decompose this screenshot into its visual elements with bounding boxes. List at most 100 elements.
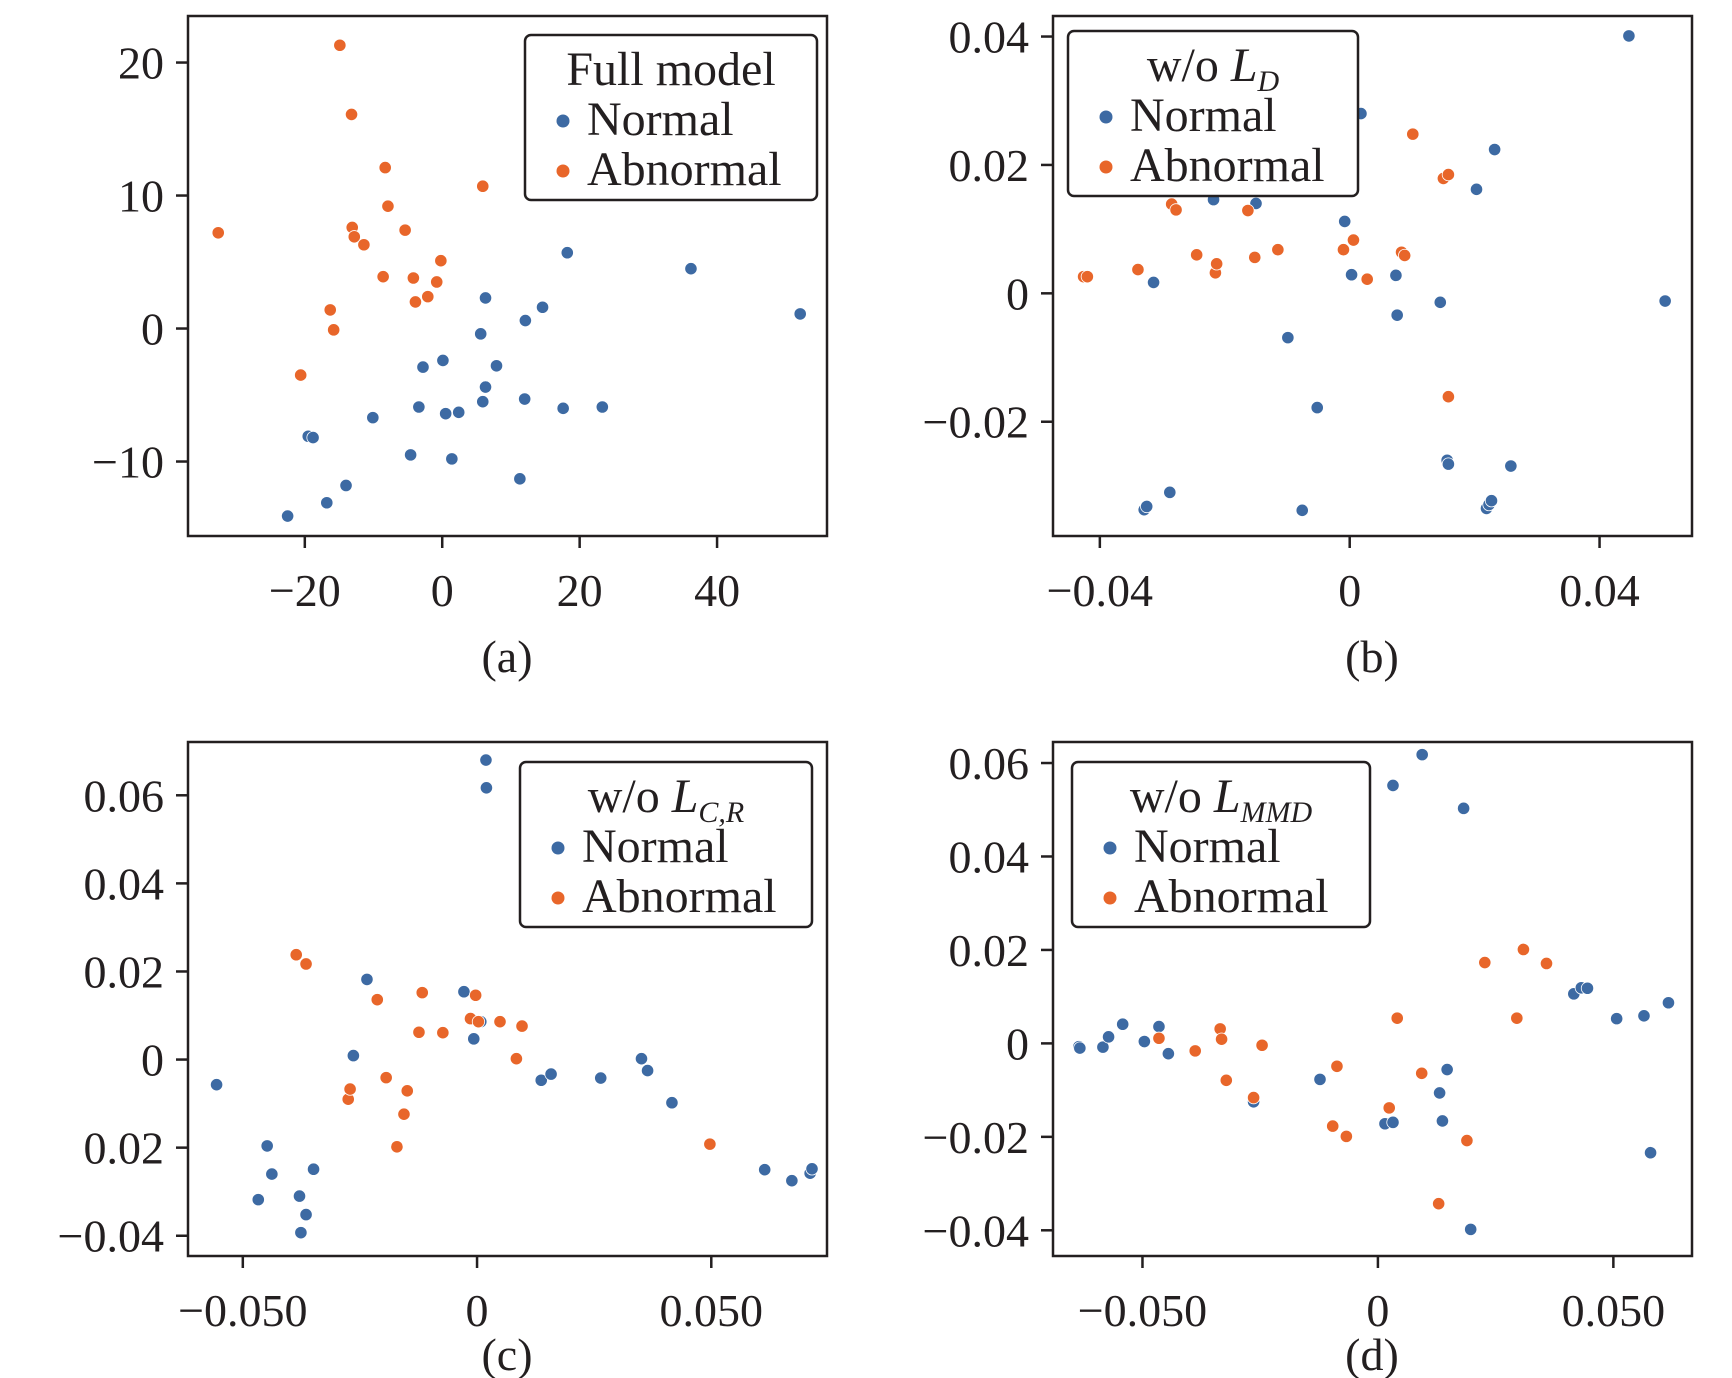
- plot-frame: [186, 14, 829, 538]
- normal-point: [1580, 981, 1595, 995]
- normal-point: [1073, 1041, 1087, 1055]
- normal-point: [1344, 268, 1359, 282]
- normal-point: [1440, 1062, 1454, 1077]
- panel-a: −20 0 20 40 −10 0 10 20 Full modelNormalAbnormal…: [92, 14, 829, 682]
- x-tick-label: 0: [466, 1285, 489, 1336]
- y-tick-label: 0.02: [84, 1123, 165, 1174]
- normal-point: [758, 1163, 772, 1177]
- y-tick-label: 0.06: [84, 770, 165, 821]
- normal-point: [1433, 295, 1447, 309]
- abnormal-point: [476, 179, 490, 193]
- normal-point: [299, 1207, 313, 1222]
- normal-point: [452, 405, 466, 419]
- x-tick-label: 0.050: [660, 1285, 764, 1336]
- normal-point: [281, 509, 295, 523]
- legend-box: [1066, 29, 1360, 198]
- normal-point: [251, 1193, 265, 1207]
- abnormal-point: [378, 161, 392, 175]
- abnormal-point: [1214, 1032, 1229, 1046]
- abnormal-point: [1330, 1059, 1344, 1073]
- normal-point: [1622, 29, 1636, 43]
- y-tick-label: 0.02: [949, 140, 1030, 191]
- normal-point: [518, 313, 532, 328]
- y-tick-label: 0.04: [949, 12, 1030, 63]
- normal-point: [265, 1167, 279, 1181]
- normal-point: [560, 246, 574, 260]
- abnormal-point: [390, 1140, 404, 1154]
- legend-title: Full model: [566, 43, 775, 96]
- panel-caption: (a): [481, 631, 532, 682]
- legend-title: w/o LMMD: [1130, 770, 1313, 829]
- panel-c: −0.050 0 0.050 −0.04 0.02 0 0.02 0.04 0.06 w/o LC…: [58, 740, 829, 1378]
- normal-point: [1116, 1017, 1130, 1031]
- abnormal-point: [294, 368, 308, 382]
- legend-label-normal: Normal: [582, 820, 729, 873]
- abnormal-point: [1131, 262, 1145, 277]
- abnormal-point: [397, 1107, 411, 1121]
- normal-point: [1313, 1072, 1327, 1086]
- series-abnormal: [1077, 127, 1455, 404]
- normal-point: [1152, 1019, 1166, 1034]
- normal-point: [479, 753, 493, 767]
- abnormal-point: [1398, 248, 1412, 263]
- abnormal-point: [344, 107, 359, 122]
- normal-point: [1137, 1034, 1151, 1049]
- y-tick-label: 0: [141, 1035, 164, 1086]
- legend-marker-normal: [1099, 110, 1113, 124]
- normal-point: [479, 781, 494, 795]
- normal-point: [360, 972, 374, 987]
- legend-label-abnormal: Abnormal: [1130, 139, 1325, 192]
- abnormal-point: [1441, 390, 1455, 404]
- normal-point: [1140, 499, 1154, 514]
- legend-marker-normal: [556, 114, 570, 128]
- legend-box: [523, 33, 819, 202]
- normal-point: [474, 327, 488, 341]
- legend-title-subscript: C,R: [698, 796, 744, 829]
- legend-label-normal: Normal: [1130, 89, 1277, 142]
- abnormal-point: [1241, 203, 1255, 218]
- x-tick-label: 0.04: [1559, 565, 1640, 616]
- x-tick-label: 0.050: [1562, 1285, 1666, 1336]
- normal-point: [306, 1162, 321, 1176]
- abnormal-point: [370, 993, 384, 1007]
- normal-point: [595, 400, 609, 414]
- normal-point: [1484, 494, 1499, 508]
- abnormal-point: [408, 295, 423, 309]
- normal-point: [1295, 503, 1309, 517]
- normal-point: [1386, 1115, 1400, 1129]
- normal-point: [260, 1139, 274, 1153]
- normal-point: [467, 1032, 481, 1046]
- legend-title-subscript: D: [1257, 65, 1280, 98]
- normal-point: [1610, 1012, 1624, 1026]
- abnormal-point: [379, 1071, 393, 1085]
- legend-title-subscript: MMD: [1240, 796, 1313, 829]
- abnormal-point: [412, 1025, 426, 1039]
- abnormal-point: [471, 1015, 486, 1029]
- abnormal-point: [1432, 1197, 1446, 1211]
- legend-label-abnormal: Abnormal: [582, 870, 777, 923]
- panel-caption: (d): [1345, 1329, 1399, 1378]
- abnormal-point: [1190, 248, 1204, 262]
- abnormal-point: [1516, 942, 1531, 957]
- x-tick-label: −0.04: [1047, 565, 1153, 616]
- legend-label-normal: Normal: [1134, 820, 1281, 873]
- normal-point: [1390, 308, 1404, 322]
- normal-point: [1146, 275, 1161, 290]
- normal-point: [1637, 1009, 1651, 1023]
- y-tick-label: 20: [118, 38, 164, 89]
- legend-marker-abnormal: [556, 164, 570, 178]
- series-normal: [1072, 748, 1676, 1236]
- normal-point: [518, 392, 532, 406]
- abnormal-point: [1478, 955, 1492, 970]
- series-abnormal: [211, 38, 490, 382]
- x-tick-label: 20: [557, 565, 603, 616]
- x-tick-label: −20: [269, 565, 341, 616]
- x-tick-label: 0: [1366, 1285, 1389, 1336]
- abnormal-point: [347, 230, 361, 244]
- normal-point: [1643, 1146, 1658, 1160]
- normal-point: [1338, 214, 1352, 229]
- normal-point: [489, 359, 504, 373]
